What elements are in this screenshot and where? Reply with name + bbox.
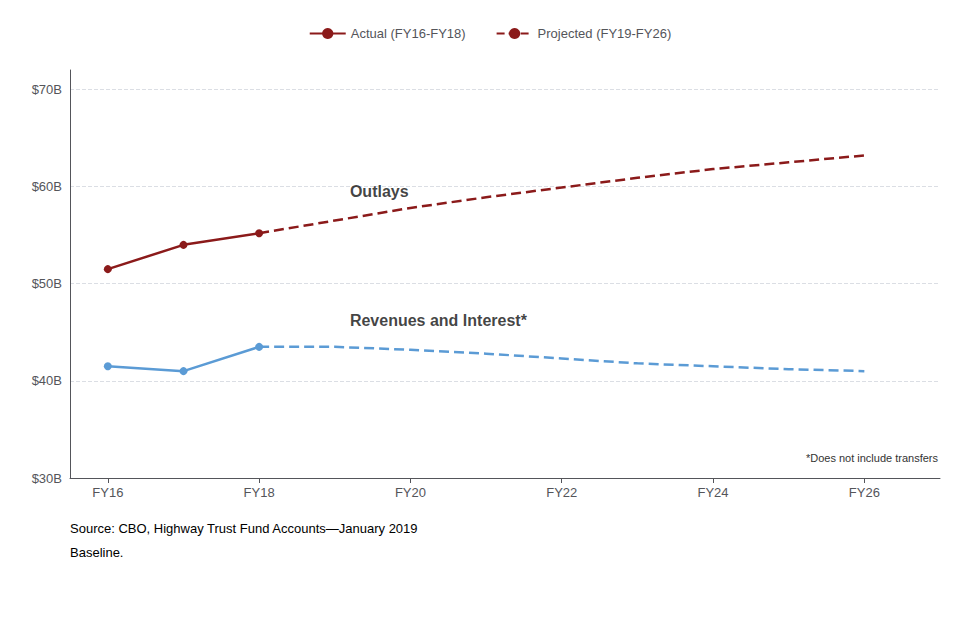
svg-text:Revenues and Interest*: Revenues and Interest*	[350, 312, 528, 329]
svg-text:FY18: FY18	[244, 485, 275, 500]
svg-text:$70B: $70B	[32, 82, 62, 97]
svg-text:Baseline.: Baseline.	[70, 545, 123, 560]
svg-text:$50B: $50B	[32, 276, 62, 291]
svg-text:Projected (FY19-FY26): Projected (FY19-FY26)	[538, 26, 672, 41]
svg-text:FY16: FY16	[92, 485, 123, 500]
svg-text:Outlays: Outlays	[350, 183, 409, 200]
svg-text:*Does not include transfers: *Does not include transfers	[806, 452, 939, 464]
svg-text:FY22: FY22	[546, 485, 577, 500]
svg-text:FY20: FY20	[395, 485, 426, 500]
svg-text:Actual (FY16-FY18): Actual (FY16-FY18)	[351, 26, 466, 41]
svg-text:FY24: FY24	[698, 485, 729, 500]
svg-text:$40B: $40B	[32, 373, 62, 388]
svg-text:$30B: $30B	[32, 471, 62, 486]
svg-text:FY26: FY26	[849, 485, 880, 500]
svg-text:$60B: $60B	[32, 179, 62, 194]
svg-text:Source: CBO, Highway Trust Fun: Source: CBO, Highway Trust Fund Accounts…	[70, 521, 418, 536]
